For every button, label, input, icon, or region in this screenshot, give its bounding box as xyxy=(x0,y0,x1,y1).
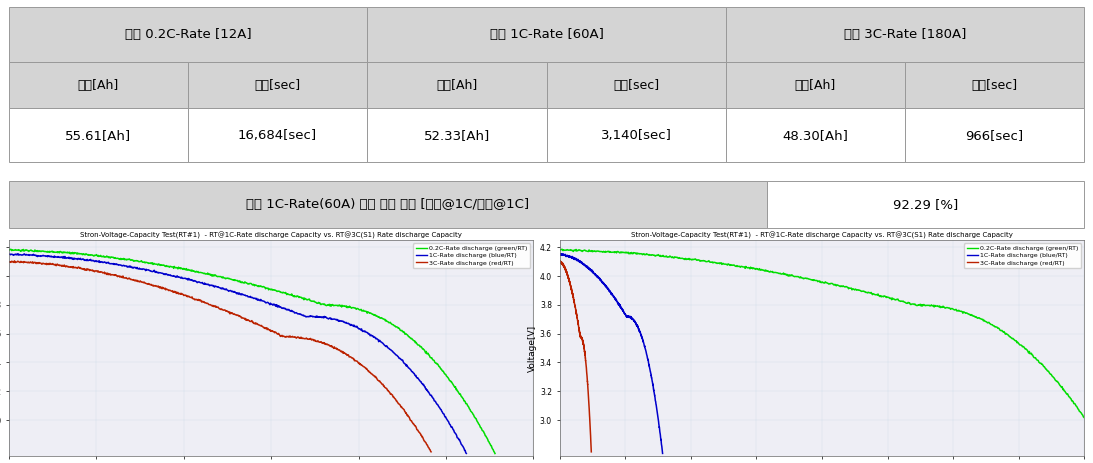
Text: 16,684[sec]: 16,684[sec] xyxy=(238,129,317,142)
Text: 55.61[Ah]: 55.61[Ah] xyxy=(66,129,131,142)
Bar xyxy=(726,108,905,162)
Bar xyxy=(905,62,1084,108)
Title: Stron-Voltage-Capacity Test(RT#1)  - RT@1C-Rate discharge Capacity vs. RT@3C(S1): Stron-Voltage-Capacity Test(RT#1) - RT@1… xyxy=(631,232,1013,239)
Text: 시간[sec]: 시간[sec] xyxy=(255,79,301,92)
Bar xyxy=(367,62,546,108)
Text: 상온 1C-Rate [60A]: 상온 1C-Rate [60A] xyxy=(490,28,603,41)
Bar xyxy=(9,7,367,62)
Text: 상온 3C-Rate [180A]: 상온 3C-Rate [180A] xyxy=(844,28,966,41)
Text: 용량[Ah]: 용량[Ah] xyxy=(436,79,478,92)
Bar xyxy=(9,62,188,108)
Bar xyxy=(367,7,726,62)
Bar xyxy=(9,181,767,228)
Bar xyxy=(726,62,905,108)
Text: 966[sec]: 966[sec] xyxy=(965,129,1024,142)
Text: 48.30[Ah]: 48.30[Ah] xyxy=(783,129,848,142)
Bar xyxy=(726,7,1084,62)
Text: 92.29 [%]: 92.29 [%] xyxy=(893,198,959,211)
Text: 용량[Ah]: 용량[Ah] xyxy=(795,79,836,92)
Text: 3,140[sec]: 3,140[sec] xyxy=(601,129,671,142)
Text: 상온 0.2C-Rate [12A]: 상온 0.2C-Rate [12A] xyxy=(125,28,251,41)
Y-axis label: Voltage[V]: Voltage[V] xyxy=(528,325,537,372)
Bar xyxy=(367,108,546,162)
Legend: 0.2C-Rate discharge (green/RT), 1C-Rate discharge (blue/RT), 3C-Rate discharge (: 0.2C-Rate discharge (green/RT), 1C-Rate … xyxy=(964,243,1081,268)
Text: 상온 1C-Rate(60A) 대비 충전 효율 [저온@1C/상온@1C]: 상온 1C-Rate(60A) 대비 충전 효율 [저온@1C/상온@1C] xyxy=(246,198,529,211)
Text: 시간[sec]: 시간[sec] xyxy=(972,79,1018,92)
Bar xyxy=(546,108,726,162)
Bar xyxy=(905,108,1084,162)
Text: 용량[Ah]: 용량[Ah] xyxy=(78,79,119,92)
Bar xyxy=(188,62,367,108)
Legend: 0.2C-Rate discharge (green/RT), 1C-Rate discharge (blue/RT), 3C-Rate discharge (: 0.2C-Rate discharge (green/RT), 1C-Rate … xyxy=(413,243,530,268)
Bar xyxy=(188,108,367,162)
Bar xyxy=(767,181,1084,228)
Title: Stron-Voltage-Capacity Test(RT#1)  - RT@1C-Rate discharge Capacity vs. RT@3C(S1): Stron-Voltage-Capacity Test(RT#1) - RT@1… xyxy=(80,232,462,239)
Text: 52.33[Ah]: 52.33[Ah] xyxy=(424,129,490,142)
Bar xyxy=(9,108,188,162)
Text: 시간[sec]: 시간[sec] xyxy=(613,79,659,92)
Bar xyxy=(546,62,726,108)
